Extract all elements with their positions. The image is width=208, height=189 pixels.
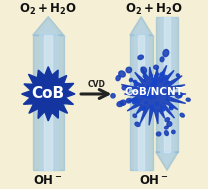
Circle shape: [167, 81, 170, 84]
Circle shape: [170, 106, 173, 108]
Ellipse shape: [165, 131, 168, 136]
Ellipse shape: [180, 113, 184, 117]
Circle shape: [149, 95, 151, 97]
Circle shape: [151, 78, 154, 80]
Circle shape: [159, 79, 162, 82]
Circle shape: [150, 83, 153, 86]
Ellipse shape: [154, 65, 158, 69]
Polygon shape: [160, 152, 174, 165]
Ellipse shape: [119, 71, 125, 77]
Ellipse shape: [116, 75, 120, 81]
Ellipse shape: [176, 74, 180, 77]
Ellipse shape: [126, 88, 129, 92]
Circle shape: [155, 75, 157, 77]
Ellipse shape: [120, 100, 126, 105]
Circle shape: [153, 87, 157, 91]
Text: CoB/NCNT: CoB/NCNT: [124, 87, 183, 97]
Circle shape: [142, 93, 146, 97]
Ellipse shape: [133, 114, 136, 118]
Circle shape: [164, 75, 167, 79]
Circle shape: [152, 108, 154, 111]
Circle shape: [154, 97, 155, 98]
Circle shape: [161, 108, 165, 111]
Polygon shape: [164, 17, 170, 152]
Ellipse shape: [175, 93, 182, 98]
Polygon shape: [121, 65, 186, 125]
Circle shape: [153, 84, 156, 87]
Ellipse shape: [165, 118, 170, 122]
Ellipse shape: [111, 94, 115, 98]
Polygon shape: [134, 35, 148, 170]
Circle shape: [141, 86, 143, 88]
Circle shape: [153, 79, 157, 83]
Ellipse shape: [126, 98, 131, 103]
Circle shape: [132, 101, 136, 104]
Circle shape: [142, 106, 146, 110]
Text: $\mathbf{O_2 + H_2O}$: $\mathbf{O_2 + H_2O}$: [125, 2, 183, 18]
Polygon shape: [156, 17, 178, 152]
Text: $\mathbf{O_2 + H_2O}$: $\mathbf{O_2 + H_2O}$: [19, 2, 77, 18]
Ellipse shape: [135, 122, 140, 126]
Circle shape: [162, 78, 164, 80]
Ellipse shape: [117, 101, 123, 107]
Polygon shape: [130, 17, 152, 35]
Ellipse shape: [141, 67, 146, 73]
Ellipse shape: [179, 93, 182, 97]
Ellipse shape: [138, 55, 143, 60]
Text: $\mathbf{OH^-}$: $\mathbf{OH^-}$: [33, 174, 63, 187]
Circle shape: [143, 94, 147, 98]
Ellipse shape: [122, 85, 126, 90]
Circle shape: [133, 98, 137, 102]
Circle shape: [143, 80, 145, 81]
Polygon shape: [156, 152, 178, 170]
Polygon shape: [22, 67, 75, 121]
Circle shape: [145, 101, 147, 104]
Circle shape: [142, 92, 145, 96]
Circle shape: [167, 82, 168, 84]
Polygon shape: [134, 22, 148, 35]
Ellipse shape: [129, 78, 132, 81]
Ellipse shape: [163, 50, 169, 57]
Polygon shape: [39, 22, 58, 35]
Circle shape: [134, 80, 137, 83]
Circle shape: [149, 95, 152, 99]
Ellipse shape: [167, 122, 172, 126]
Circle shape: [151, 105, 154, 108]
Circle shape: [165, 78, 167, 79]
Text: CVD: CVD: [87, 80, 105, 89]
Circle shape: [169, 106, 173, 110]
Ellipse shape: [186, 98, 190, 101]
Polygon shape: [138, 35, 144, 170]
Polygon shape: [160, 17, 174, 152]
Circle shape: [154, 93, 156, 95]
Circle shape: [166, 98, 168, 100]
Circle shape: [157, 73, 159, 76]
Circle shape: [148, 94, 152, 98]
Polygon shape: [130, 35, 152, 170]
Circle shape: [141, 90, 143, 92]
Text: CoB: CoB: [32, 87, 65, 101]
Ellipse shape: [172, 130, 175, 134]
Circle shape: [153, 81, 156, 85]
Polygon shape: [33, 35, 64, 170]
Circle shape: [160, 72, 164, 76]
Circle shape: [147, 94, 149, 96]
Text: $\mathbf{OH^-}$: $\mathbf{OH^-}$: [139, 174, 168, 187]
Polygon shape: [39, 35, 58, 170]
Circle shape: [146, 86, 149, 88]
Circle shape: [136, 100, 139, 103]
Polygon shape: [44, 35, 52, 170]
Circle shape: [155, 102, 158, 105]
Ellipse shape: [165, 126, 168, 129]
Circle shape: [131, 99, 133, 101]
Circle shape: [165, 91, 168, 94]
Polygon shape: [33, 17, 64, 35]
Ellipse shape: [156, 132, 161, 136]
Circle shape: [134, 83, 137, 87]
Circle shape: [149, 88, 152, 91]
Ellipse shape: [160, 57, 164, 62]
Circle shape: [143, 75, 146, 77]
Ellipse shape: [126, 67, 132, 73]
Circle shape: [151, 74, 152, 76]
